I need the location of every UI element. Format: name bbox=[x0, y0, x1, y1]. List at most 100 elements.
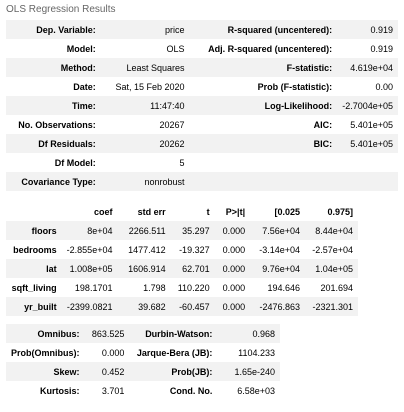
diagnostic-value: 3.701 bbox=[101, 385, 125, 396]
coef-variable-name: bedrooms bbox=[13, 244, 57, 255]
summary-label: Date: bbox=[73, 81, 96, 92]
coef-value: 8.44e+04 bbox=[315, 225, 353, 236]
diagnostic-row: Kurtosis: 3.701 Cond. No. 6.58e+03 bbox=[6, 381, 280, 400]
summary-row: No. Observations: 20267 AIC: 5.401e+05 bbox=[6, 115, 398, 134]
summary-stat-value: 0.919 bbox=[370, 24, 393, 35]
coef-row: sqft_living 198.1701 1.798 110.220 0.000 194.… bbox=[6, 278, 358, 297]
summary-stat-label bbox=[190, 153, 338, 172]
coef-value: 2266.511 bbox=[128, 225, 166, 236]
diagnostic-label: Durbin-Watson: bbox=[145, 328, 213, 339]
summary-stat-value: 4.619e+04 bbox=[350, 62, 393, 73]
summary-table: Dep. Variable: price R-squared (uncentered… bbox=[6, 20, 398, 191]
summary-stat-value: 0.919 bbox=[370, 43, 393, 54]
coef-value: 1606.914 bbox=[128, 263, 166, 274]
coef-value: -2399.0821 bbox=[66, 301, 113, 312]
coef-value: 110.220 bbox=[177, 282, 210, 293]
summary-stat-label: Prob (F-statistic): bbox=[257, 81, 333, 92]
coef-value: 0.000 bbox=[222, 263, 246, 274]
summary-value: nonrobust bbox=[144, 176, 185, 187]
diagnostic-label: Jarque-Bera (JB): bbox=[136, 347, 213, 358]
coef-value: 1.04e+05 bbox=[315, 263, 353, 274]
coef-column-header bbox=[6, 203, 62, 221]
coef-value: 194.646 bbox=[267, 282, 301, 293]
diagnostic-row: Prob(Omnibus): 0.000 Jarque-Bera (JB): 1104… bbox=[6, 343, 280, 362]
diagnostic-value: 1104.233 bbox=[238, 347, 275, 358]
diagnostic-row: Omnibus: 863.525 Durbin-Watson: 0.968 bbox=[6, 324, 280, 343]
diagnostic-value: 1.65e-240 bbox=[234, 366, 275, 377]
diagnostic-label: Prob(JB): bbox=[171, 366, 213, 377]
summary-row: Dep. Variable: price R-squared (uncentered… bbox=[6, 20, 398, 39]
diagnostic-value: 6.58e+03 bbox=[237, 385, 275, 396]
diagnostic-value: 0.968 bbox=[252, 328, 275, 339]
summary-stat-label: BIC: bbox=[313, 138, 333, 149]
coef-value: 7.56e+04 bbox=[262, 225, 301, 236]
summary-stat-label: AIC: bbox=[313, 119, 333, 130]
summary-label: Covariance Type: bbox=[21, 176, 96, 187]
summary-stat-label: R-squared (uncentered): bbox=[227, 24, 333, 35]
summary-value: 5 bbox=[179, 157, 185, 168]
summary-row: Covariance Type: nonrobust bbox=[6, 172, 398, 191]
diagnostic-value: 0.000 bbox=[101, 347, 125, 358]
coef-value: 0.000 bbox=[222, 244, 246, 255]
summary-stat-value: 5.401e+05 bbox=[350, 138, 393, 149]
coef-row: lat 1.008e+05 1606.914 62.701 0.000 9.76e+04 1… bbox=[6, 259, 358, 278]
coef-value: 198.1701 bbox=[74, 282, 113, 293]
coef-column-header: coef bbox=[93, 207, 113, 217]
diagnostic-row: Skew: 0.452 Prob(JB): 1.65e-240 bbox=[6, 362, 280, 381]
summary-row: Model: OLS Adj. R-squared (uncentered): 0.9… bbox=[6, 39, 398, 58]
coef-variable-name: yr_built bbox=[24, 301, 57, 312]
coef-variable-name: floors bbox=[31, 225, 57, 236]
diagnostic-label: Omnibus: bbox=[37, 328, 80, 339]
coef-row: floors 8e+04 2266.511 35.297 0.000 7.56e+04 8.… bbox=[6, 221, 358, 240]
summary-label: Df Model: bbox=[54, 157, 96, 168]
coefficient-table: coef std err t P>|t| [0.025 0.975] floors 8e+0… bbox=[6, 203, 358, 316]
summary-value: 20267 bbox=[159, 119, 185, 130]
coef-row: yr_built -2399.0821 39.682 -60.457 0.000 -247… bbox=[6, 297, 358, 316]
summary-stat-value bbox=[337, 172, 398, 191]
summary-value: price bbox=[165, 24, 185, 35]
diagnostic-label: Kurtosis: bbox=[39, 385, 80, 396]
coef-value: 35.297 bbox=[182, 225, 210, 236]
summary-stat-value: 5.401e+05 bbox=[350, 119, 393, 130]
coef-value: 39.682 bbox=[138, 301, 166, 312]
coef-value: 0.000 bbox=[222, 282, 246, 293]
coef-row: bedrooms -2.855e+04 1477.412 -19.327 0.000 -3… bbox=[6, 240, 358, 259]
diagnostic-value: 0.452 bbox=[101, 366, 125, 377]
summary-stat-label: Log-Likelihood: bbox=[264, 100, 333, 111]
summary-label: Method: bbox=[60, 62, 96, 73]
results-caption: OLS Regression Results bbox=[6, 4, 116, 15]
diagnostics-table: Omnibus: 863.525 Durbin-Watson: 0.968 Prob(O… bbox=[6, 324, 280, 400]
coef-variable-name: sqft_living bbox=[11, 282, 57, 293]
coef-column-header: [0.025 bbox=[274, 207, 301, 217]
summary-row: Date: Sat, 15 Feb 2020 Prob (F-statistic):… bbox=[6, 77, 398, 96]
coef-column-header: P>|t| bbox=[225, 207, 246, 217]
summary-row: Df Model: 5 bbox=[6, 153, 398, 172]
coef-value: 0.000 bbox=[222, 225, 246, 236]
summary-stat-label: F-statistic: bbox=[286, 62, 333, 73]
summary-value: 11:47:40 bbox=[150, 100, 185, 111]
coef-value: 201.694 bbox=[320, 282, 353, 293]
summary-label: Model: bbox=[66, 43, 96, 54]
coef-value: 1477.412 bbox=[128, 244, 166, 255]
summary-stat-label: Adj. R-squared (uncentered): bbox=[208, 43, 333, 54]
summary-label: No. Observations: bbox=[18, 119, 96, 130]
summary-stat-value: 0.00 bbox=[375, 81, 393, 92]
summary-stat-value bbox=[337, 153, 398, 172]
coef-value: -2321.301 bbox=[312, 301, 353, 312]
diagnostic-label: Prob(Omnibus): bbox=[11, 347, 80, 358]
coef-value: 8e+04 bbox=[87, 225, 113, 236]
summary-value: OLS bbox=[166, 43, 185, 54]
summary-row: Time: 11:47:40 Log-Likelihood: -2.7004e+05 bbox=[6, 96, 398, 115]
coef-column-header: 0.975] bbox=[327, 207, 353, 217]
summary-label: Time: bbox=[71, 100, 96, 111]
coef-value: -2.57e+04 bbox=[312, 244, 353, 255]
diagnostic-label: Cond. No. bbox=[169, 385, 213, 396]
coef-value: -19.327 bbox=[179, 244, 210, 255]
summary-label: Df Residuals: bbox=[38, 138, 96, 149]
coef-value: -3.14e+04 bbox=[259, 244, 301, 255]
diagnostic-value: 863.525 bbox=[91, 328, 125, 339]
summary-value: Sat, 15 Feb 2020 bbox=[115, 81, 185, 92]
summary-value: 20262 bbox=[159, 138, 185, 149]
summary-stat-value: -2.7004e+05 bbox=[342, 100, 393, 111]
